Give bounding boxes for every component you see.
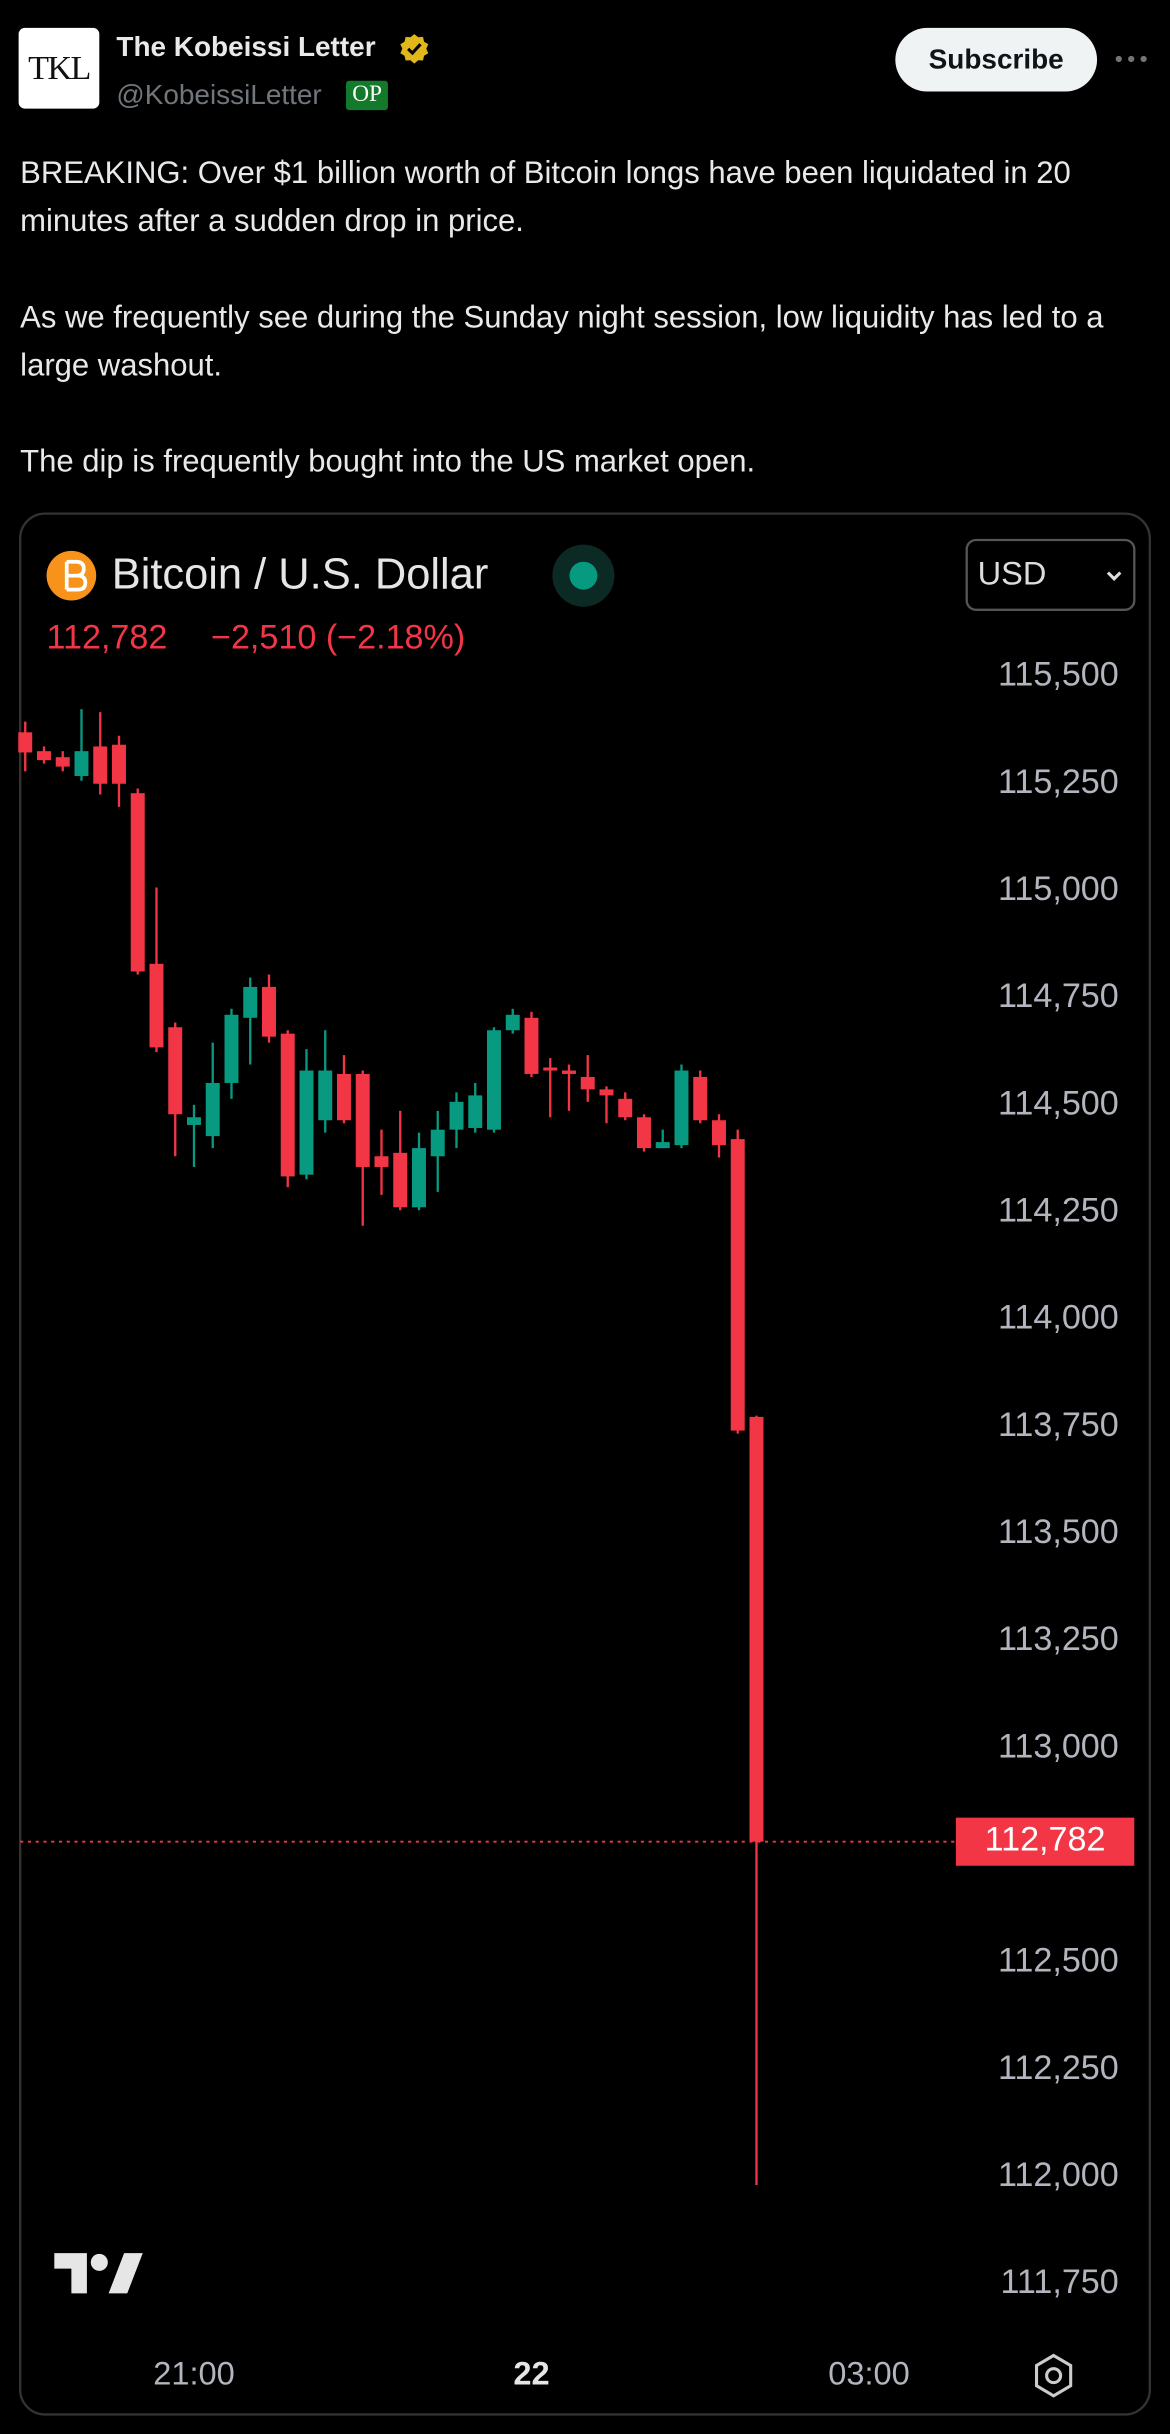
candle-body	[149, 963, 164, 1048]
candle-body	[562, 1070, 576, 1074]
candle-body	[74, 751, 89, 777]
candle-body	[655, 1142, 670, 1149]
candle-body	[224, 1014, 239, 1083]
tweet-text: BREAKING: Over $1 billion worth of Bitco…	[20, 151, 1160, 536]
candle-body	[280, 1033, 295, 1177]
author-handle[interactable]: @KobeissiLetter	[116, 79, 322, 111]
candle-body	[618, 1098, 633, 1118]
candle-body	[693, 1076, 708, 1121]
y-tick-label: 115,250	[998, 763, 1119, 801]
paragraph: BREAKING: Over $1 billion worth of Bitco…	[20, 156, 1071, 239]
paragraph: The dip is frequently bought into the US…	[20, 445, 756, 480]
candle-body	[524, 1017, 539, 1074]
candle-body	[374, 1156, 389, 1167]
more-button[interactable]	[1114, 47, 1148, 72]
settings-icon[interactable]	[1034, 2353, 1073, 2398]
candle-body	[18, 732, 33, 753]
candle-body	[318, 1070, 333, 1121]
y-tick-label: 115,000	[998, 870, 1119, 908]
paragraph: As we frequently see during the Sunday n…	[20, 301, 1104, 384]
x-tick-label: 21:00	[153, 2355, 235, 2391]
y-tick-label: 113,750	[998, 1406, 1119, 1444]
price-box-label: 112,782	[985, 1821, 1106, 1859]
currency-label[interactable]: USD	[978, 555, 1047, 591]
y-tick-label: 114,750	[998, 977, 1119, 1015]
candle-body	[37, 751, 51, 761]
y-tick-label: 113,000	[998, 1727, 1119, 1765]
y-tick-label: 114,000	[998, 1299, 1119, 1337]
candle-body	[468, 1095, 483, 1128]
candle-body	[637, 1117, 651, 1149]
candle-body	[599, 1089, 614, 1096]
candle-body	[505, 1014, 520, 1031]
y-tick-label: 113,250	[998, 1620, 1119, 1658]
candle-body	[712, 1120, 726, 1146]
currency-select[interactable]	[965, 538, 1136, 611]
candle-body	[449, 1101, 464, 1130]
status-dot	[569, 561, 598, 590]
candle-body	[55, 757, 70, 767]
y-tick-label: 114,500	[998, 1084, 1119, 1122]
candle-body	[130, 793, 145, 972]
y-tick-label: 111,750	[1000, 2263, 1118, 2301]
x-tick-label: 22	[513, 2355, 549, 2391]
candle-body	[262, 986, 276, 1037]
candle-body	[187, 1117, 201, 1125]
candle-body	[730, 1139, 745, 1431]
chart-card[interactable]	[19, 512, 1151, 2416]
candle-body	[355, 1073, 370, 1167]
bitcoin-glyph	[64, 559, 88, 592]
candle-body	[337, 1073, 351, 1121]
y-tick-label: 112,500	[998, 1942, 1119, 1980]
y-tick-label: 115,500	[998, 656, 1119, 694]
candle-body	[168, 1027, 183, 1115]
tradingview-logo	[54, 2253, 143, 2294]
x-tick-label: 03:00	[828, 2355, 910, 2391]
candle-body	[205, 1082, 220, 1137]
candle-body	[243, 986, 258, 1018]
author-name[interactable]: The Kobeissi Letter	[116, 31, 376, 63]
avatar[interactable]: TKL	[18, 27, 100, 109]
candle-body	[543, 1067, 558, 1071]
candle-body	[393, 1152, 408, 1208]
candle-body	[430, 1129, 445, 1157]
candle-body	[412, 1148, 426, 1208]
candle-body	[112, 744, 126, 784]
y-tick-label: 114,250	[998, 1191, 1119, 1229]
candle-body	[674, 1070, 689, 1146]
price-change: −2,510 (−2.18%)	[211, 618, 465, 656]
chart-title: Bitcoin / U.S. Dollar	[112, 551, 489, 599]
y-tick-label: 113,500	[998, 1513, 1119, 1551]
candle-body	[580, 1076, 595, 1090]
candle-body	[487, 1030, 501, 1130]
chevron	[1106, 571, 1122, 581]
verified-badge	[400, 34, 429, 64]
y-tick-label: 112,000	[998, 2156, 1119, 2194]
price-box	[955, 1817, 1135, 1866]
candle-body	[93, 746, 108, 784]
last-price: 112,782	[47, 618, 168, 656]
candle-body	[749, 1416, 764, 1842]
y-tick-label: 112,250	[998, 2049, 1119, 2087]
subscribe-button[interactable]: Subscribe	[895, 27, 1098, 92]
candle-body	[299, 1070, 314, 1175]
op-badge: OP	[346, 80, 389, 111]
